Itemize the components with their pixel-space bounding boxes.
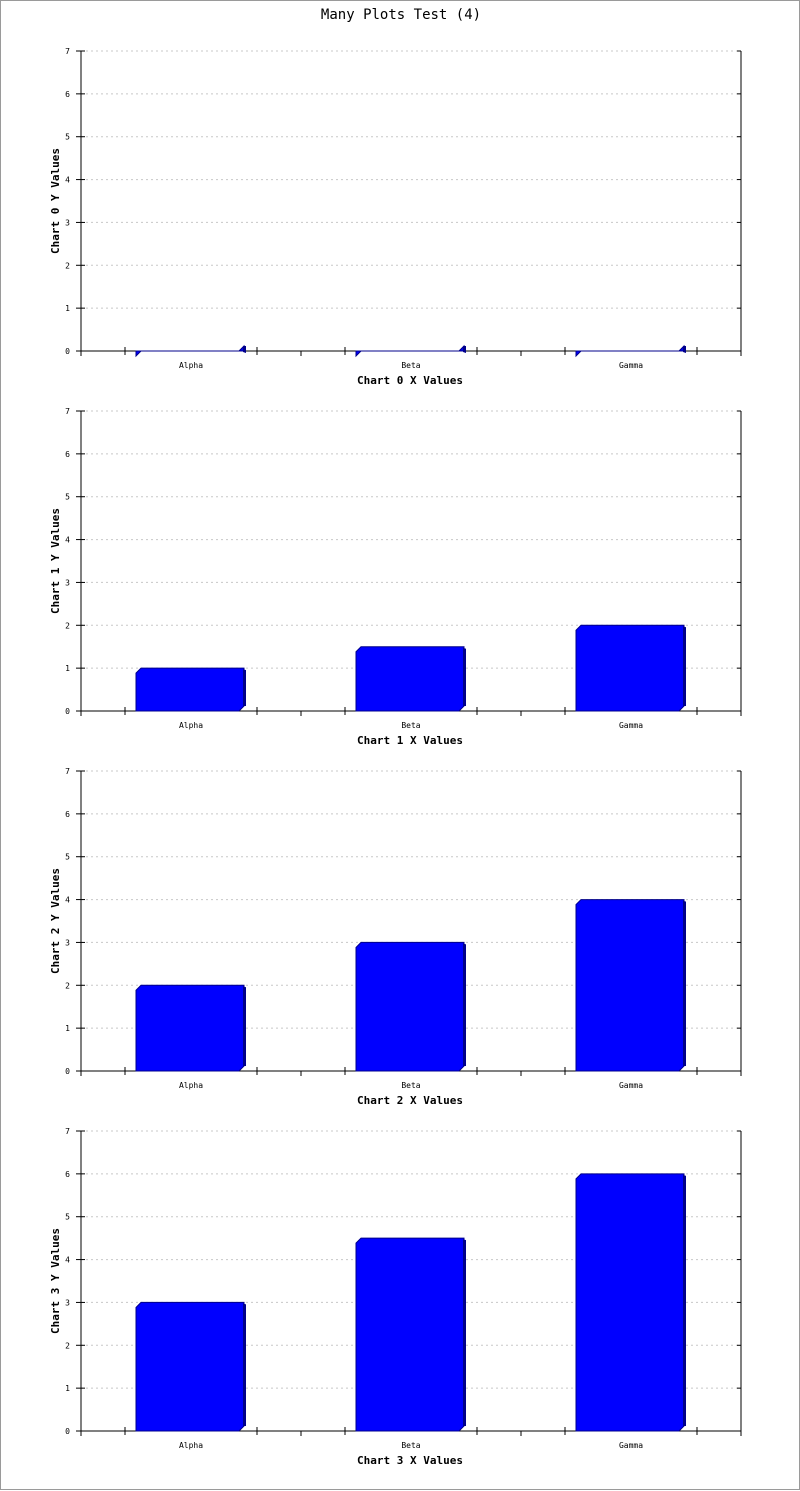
y-tick-label: 1 (65, 1024, 70, 1033)
bar-face (135, 984, 245, 1072)
bar-face (355, 941, 465, 1072)
bar-gamma (575, 1173, 686, 1432)
bar-alpha (135, 984, 246, 1072)
y-tick-label: 6 (65, 450, 70, 459)
y-tick-label: 3 (65, 578, 70, 587)
y-tick-label: 7 (65, 47, 70, 56)
y-tick-label: 3 (65, 218, 70, 227)
bar-face (135, 1301, 245, 1432)
y-tick-label: 2 (65, 1341, 70, 1350)
bar-side (243, 346, 246, 353)
bar-beta (355, 941, 466, 1072)
y-tick-label: 3 (65, 1298, 70, 1307)
x-tick-label: Beta (401, 1441, 420, 1450)
y-tick-label: 5 (65, 493, 70, 502)
bar-face (355, 646, 465, 712)
x-axis-title: Chart 3 X Values (357, 1454, 463, 1467)
x-axis-title: Chart 1 X Values (357, 734, 463, 747)
y-tick-label: 7 (65, 1127, 70, 1136)
y-tick-label: 1 (65, 1384, 70, 1393)
bar-side (243, 986, 246, 1066)
bar-side (463, 943, 466, 1066)
bar-face (575, 899, 685, 1072)
bar-face (355, 344, 465, 358)
chart-0: 0 1 2 3 4 5 6 7 Alpha Beta Gamma Chart 0 X Values Ch… (49, 47, 742, 387)
y-tick-label: 6 (65, 810, 70, 819)
chart-3: 0 1 2 3 4 5 6 7 Alpha Beta Gamma Chart 3 X Values Ch… (49, 1127, 742, 1467)
y-tick-label: 2 (65, 261, 70, 270)
y-tick-label: 4 (65, 536, 70, 545)
y-tick-label: 1 (65, 304, 70, 313)
y-tick-label: 5 (65, 853, 70, 862)
y-tick-label: 4 (65, 176, 70, 185)
bar-gamma (575, 624, 686, 712)
bar-side (463, 647, 466, 706)
y-tick-label: 4 (65, 1256, 70, 1265)
bar-beta (355, 646, 466, 712)
x-tick-label: Beta (401, 1081, 420, 1090)
bar-side (683, 626, 686, 706)
bar-face (135, 667, 245, 712)
x-tick-label: Gamma (619, 721, 643, 730)
bar-side (243, 669, 246, 706)
bar-alpha (135, 667, 246, 712)
y-axis-title: Chart 3 Y Values (49, 1228, 62, 1334)
y-tick-label: 7 (65, 407, 70, 416)
bar-side (683, 346, 686, 353)
bar-face (355, 1237, 465, 1432)
y-axis-title: Chart 2 Y Values (49, 868, 62, 974)
chart-1: 0 1 2 3 4 5 6 7 Alpha Beta Gamma Chart 1 X Values Ch… (49, 407, 742, 747)
bar-face (575, 344, 685, 358)
y-tick-label: 2 (65, 981, 70, 990)
x-tick-label: Gamma (619, 1441, 643, 1450)
x-axis-title: Chart 0 X Values (357, 374, 463, 387)
x-tick-label: Alpha (179, 1441, 203, 1450)
bar-beta (355, 344, 466, 358)
x-tick-label: Beta (401, 721, 420, 730)
x-tick-label: Beta (401, 361, 420, 370)
bar-alpha (135, 344, 246, 358)
y-tick-label: 1 (65, 664, 70, 673)
y-tick-label: 0 (65, 1427, 70, 1436)
y-tick-label: 5 (65, 133, 70, 142)
bar-face (575, 1173, 685, 1432)
x-axis-title: Chart 2 X Values (357, 1094, 463, 1107)
bar-face (135, 344, 245, 358)
x-tick-label: Alpha (179, 721, 203, 730)
bar-face (575, 624, 685, 712)
y-tick-label: 0 (65, 347, 70, 356)
bar-side (683, 1174, 686, 1426)
bar-beta (355, 1237, 466, 1432)
x-tick-label: Alpha (179, 1081, 203, 1090)
bar-side (463, 346, 466, 353)
y-tick-label: 6 (65, 90, 70, 99)
y-tick-label: 0 (65, 707, 70, 716)
bar-gamma (575, 344, 686, 358)
bar-side (683, 900, 686, 1066)
x-tick-label: Alpha (179, 361, 203, 370)
bar-alpha (135, 1301, 246, 1432)
y-tick-label: 0 (65, 1067, 70, 1076)
x-tick-label: Gamma (619, 361, 643, 370)
bar-side (463, 1239, 466, 1426)
bar-side (243, 1303, 246, 1426)
y-tick-label: 7 (65, 767, 70, 776)
y-tick-label: 4 (65, 896, 70, 905)
y-axis-title: Chart 0 Y Values (49, 148, 62, 254)
page-title: Many Plots Test (4) (321, 7, 481, 23)
y-tick-label: 5 (65, 1213, 70, 1222)
y-tick-label: 2 (65, 621, 70, 630)
y-tick-label: 6 (65, 1170, 70, 1179)
y-axis-title: Chart 1 Y Values (49, 508, 62, 614)
x-tick-label: Gamma (619, 1081, 643, 1090)
y-tick-label: 3 (65, 938, 70, 947)
bar-gamma (575, 899, 686, 1072)
chart-2: 0 1 2 3 4 5 6 7 Alpha Beta Gamma Chart 2 X Values Ch… (49, 767, 742, 1107)
